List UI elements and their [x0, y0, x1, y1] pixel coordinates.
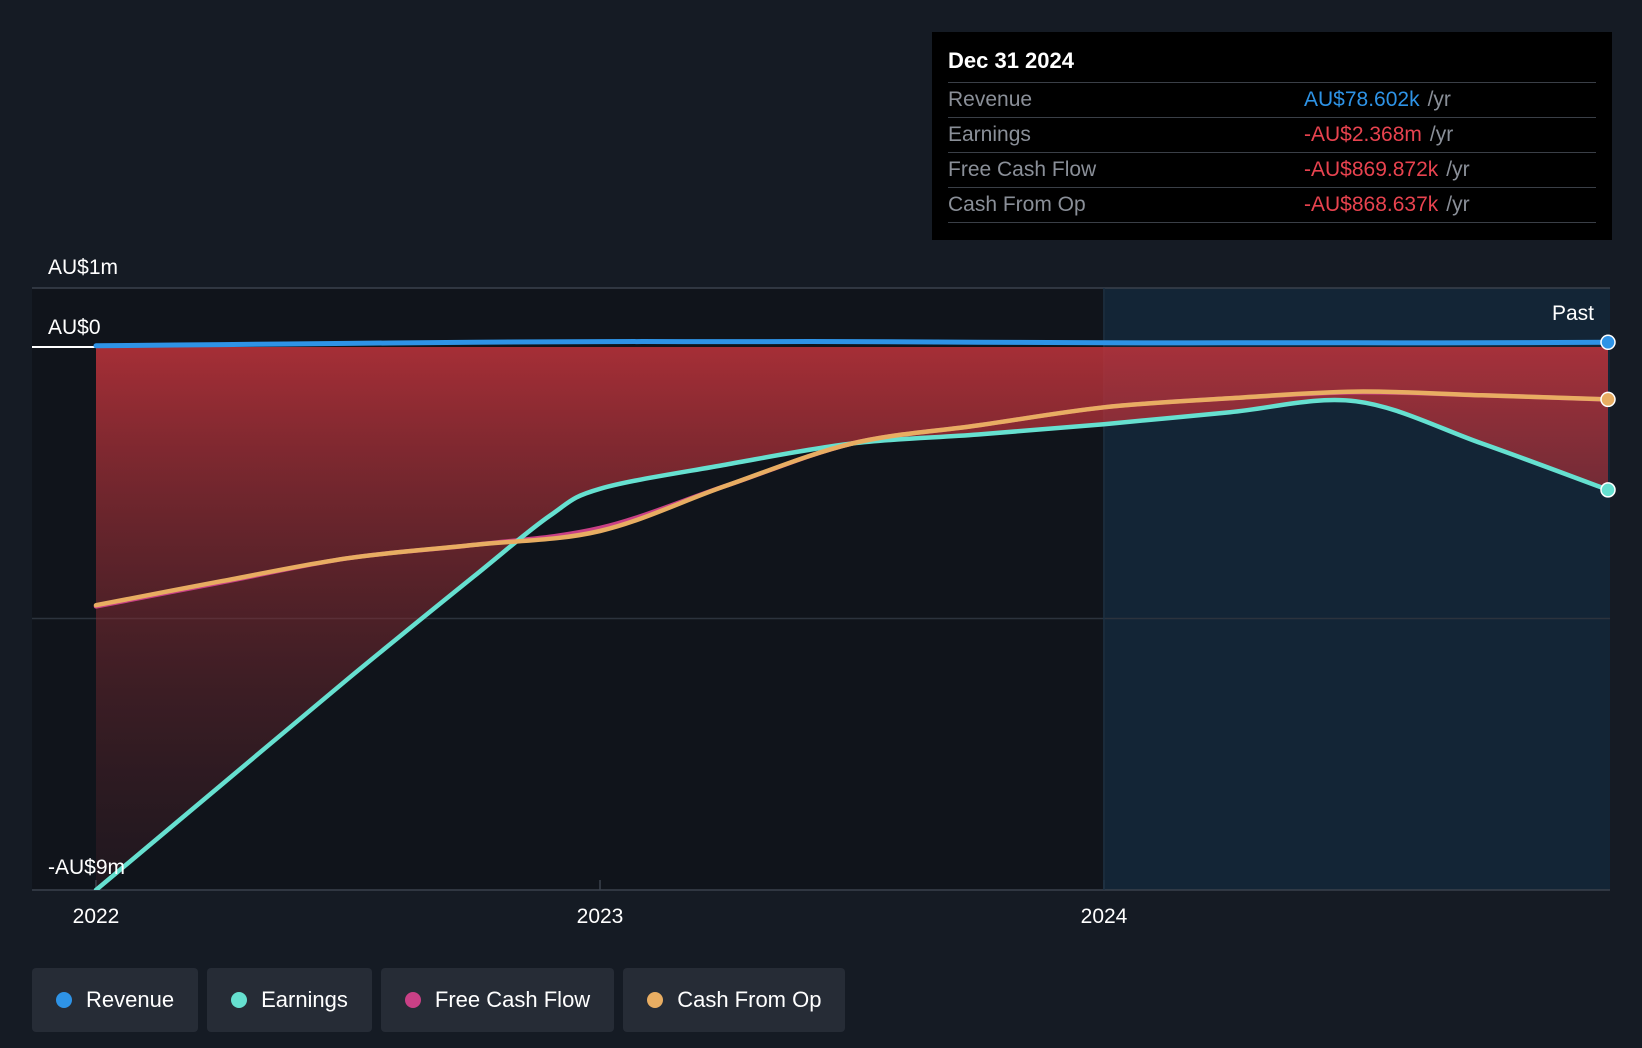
tooltip-unit: /yr [1446, 193, 1470, 216]
x-tick-label: 2024 [1081, 905, 1128, 928]
end-marker-cash-from-op [1600, 391, 1616, 408]
legend-item-free-cash-flow[interactable]: Free Cash Flow [380, 968, 615, 1032]
end-marker-earnings [1600, 482, 1616, 498]
series-line-cash-from-op [93, 389, 1610, 608]
tooltip-unit: /yr [1427, 88, 1451, 111]
x-tick-label: 2023 [577, 905, 624, 928]
tooltip-row-earnings: Earnings -AU$2.368m /yr [948, 118, 1596, 153]
tooltip-label: Free Cash Flow [948, 158, 1097, 181]
earnings-loss-area [96, 347, 1608, 890]
tooltip-label: Cash From Op [948, 193, 1086, 216]
grid-layer [32, 287, 1610, 891]
y-tick-label: AU$1m [48, 256, 118, 279]
tooltip-value: -AU$869.872k [1304, 158, 1439, 181]
y-tick-label: -AU$9m [48, 856, 125, 879]
legend-dot-icon [404, 992, 421, 1008]
tooltip-label: Earnings [948, 123, 1031, 146]
tooltip: Dec 31 2024 Revenue AU$78.602k /yr Earni… [932, 32, 1612, 240]
tooltip-label: Revenue [948, 88, 1033, 111]
legend-item-revenue[interactable]: Revenue [32, 968, 199, 1032]
tooltip-value: -AU$2.368m [1304, 123, 1422, 146]
x-tick-label: 2022 [73, 905, 120, 928]
axis-labels: AU$1m AU$0 -AU$9m 2022 2023 2024 [48, 256, 1128, 928]
legend-item-earnings[interactable]: Earnings [207, 968, 372, 1032]
series-end-markers [1600, 334, 1616, 498]
past-label: Past [1552, 302, 1594, 325]
series-line-earnings [93, 397, 1610, 890]
legend: Revenue Earnings Free Cash Flow Cash Fro… [32, 968, 846, 1032]
legend-dot-icon [647, 992, 664, 1008]
tooltip-unit: /yr [1446, 158, 1470, 181]
tooltip-row-revenue: Revenue AU$78.602k /yr [948, 83, 1596, 118]
legend-dot-icon [231, 992, 248, 1008]
legend-label: Earnings [261, 987, 348, 1012]
earnings-area-layer [96, 347, 1608, 890]
legend-item-cash-from-op[interactable]: Cash From Op [623, 968, 846, 1032]
tooltip-value: AU$78.602k [1304, 88, 1420, 111]
tooltip-row-free-cash-flow: Free Cash Flow -AU$869.872k /yr [948, 153, 1596, 188]
legend-label: Revenue [86, 987, 175, 1012]
legend-label: Free Cash Flow [434, 987, 591, 1012]
tooltip-row-cash-from-op: Cash From Op -AU$868.637k /yr [948, 188, 1596, 223]
legend-dot-icon [56, 992, 72, 1008]
series-line-revenue [93, 339, 1610, 349]
series-lines [93, 339, 1610, 890]
tooltip-date: Dec 31 2024 [948, 46, 1596, 83]
tooltip-unit: /yr [1429, 123, 1454, 146]
y-tick-label: AU$0 [48, 316, 101, 339]
end-marker-revenue [1600, 334, 1616, 351]
legend-label: Cash From Op [677, 987, 822, 1012]
tooltip-value: -AU$868.637k [1304, 193, 1439, 216]
